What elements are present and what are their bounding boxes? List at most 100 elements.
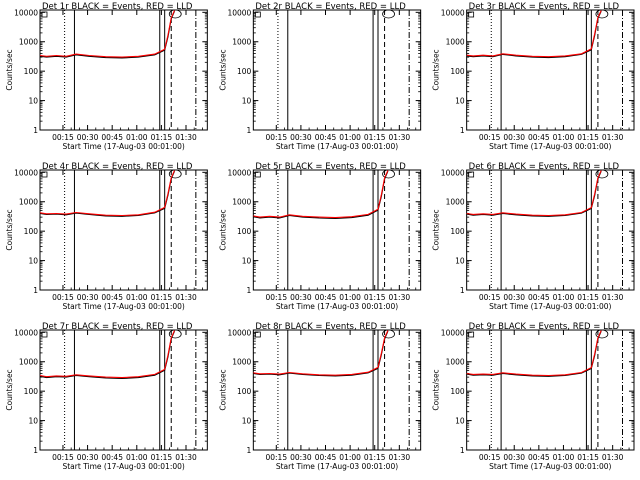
y-axis-label: Counts/sec [432,209,441,250]
x-tick-label: 01:15 [364,293,386,302]
x-tick-label: 01:15 [151,133,173,142]
flare-marker-icon [595,169,609,179]
y-tick-label: 10 [242,97,252,106]
x-tick-label: 00:15 [52,293,74,302]
y-tick-label: 100 [24,67,39,76]
y-tick-label: 100 [237,227,252,236]
chart-title: Det 1r BLACK = Events, RED = LLD [42,2,193,12]
y-tick-label: 1000 [232,198,251,207]
y-tick-label: 1000 [232,358,251,367]
chart-title: Det 2r BLACK = Events, RED = LLD [255,2,406,12]
plot-frame [252,169,422,291]
x-tick-label: 01:30 [389,133,411,142]
series-line-lld [39,10,176,58]
x-tick-label: 00:45 [315,133,337,142]
y-tick-label: 1000 [19,38,38,47]
chart-panel-6: Det 6r BLACK = Events, RED = LLD 1 10 100 10… [432,162,635,311]
series-line-lld [466,10,602,58]
y-tick-label: 10000 [227,168,251,177]
chart-panel-3: Det 3r BLACK = Events, RED = LLD 1 10 100 10… [432,2,635,151]
x-tick-label: 01:30 [602,453,624,462]
y-tick-label: 10 [455,257,465,266]
y-tick-label: 100 [237,67,252,76]
x-tick-label: 00:15 [265,133,287,142]
y-tick-label: 1 [247,446,252,455]
y-tick-label: 1 [247,126,252,135]
series-line-events [39,170,176,217]
x-axis-label: Start Time (17-Aug-03 00:01:00) [489,462,611,471]
y-tick-label: 1000 [232,38,251,47]
series-line-events [466,330,602,377]
flare-marker-icon [382,9,395,19]
x-tick-label: 01:00 [126,133,148,142]
y-tick-label: 10 [28,97,38,106]
y-tick-label: 100 [237,387,252,396]
x-axis-label: Start Time (17-Aug-03 00:01:00) [276,462,398,471]
series-line-lld [466,330,602,377]
y-tick-label: 10000 [441,168,465,177]
x-tick-label: 00:15 [479,453,501,462]
plot-frame [39,329,208,451]
y-axis-label: Counts/sec [5,369,14,410]
chart-title: Det 5r BLACK = Events, RED = LLD [255,162,406,172]
y-axis-label: Counts/sec [5,209,14,250]
x-tick-label: 00:30 [503,133,525,142]
x-axis-label: Start Time (17-Aug-03 00:01:00) [62,462,184,471]
x-tick-label: 00:15 [265,453,287,462]
y-tick-label: 10 [455,417,465,426]
start-marker-icon [468,171,475,178]
y-tick-label: 10000 [441,328,465,337]
x-tick-label: 01:00 [339,453,361,462]
chart-title: Det 4r BLACK = Events, RED = LLD [42,162,193,172]
series-line-lld [466,170,602,217]
x-tick-label: 00:15 [479,293,501,302]
y-tick-label: 1000 [19,198,38,207]
x-tick-label: 01:15 [151,453,173,462]
series-line-events [253,330,389,377]
y-tick-label: 100 [24,387,39,396]
y-tick-label: 1 [33,126,38,135]
x-tick-label: 01:30 [602,133,624,142]
x-tick-label: 00:30 [77,293,99,302]
x-tick-label: 00:45 [528,133,550,142]
x-tick-label: 00:45 [528,293,550,302]
x-tick-label: 00:45 [101,133,123,142]
series-line-lld [39,170,176,217]
series-line-events [253,170,389,220]
x-axis-label: Start Time (17-Aug-03 00:01:00) [276,142,398,151]
series-line-lld [253,170,389,219]
plot-frame [39,169,208,291]
x-tick-label: 01:30 [175,453,197,462]
y-tick-label: 1 [33,286,38,295]
x-tick-label: 01:00 [339,293,361,302]
x-tick-label: 01:15 [577,133,599,142]
chart-panel-5: Det 5r BLACK = Events, RED = LLD 1 10 100 10… [218,162,422,311]
flare-marker-icon [382,169,395,179]
y-tick-label: 10000 [227,328,251,337]
x-axis-label: Start Time (17-Aug-03 00:01:00) [62,142,184,151]
x-tick-label: 01:15 [577,453,599,462]
y-axis-label: Counts/sec [218,369,227,410]
y-axis-label: Counts/sec [218,209,227,250]
series-line-events [466,10,602,59]
y-tick-label: 1000 [446,198,465,207]
plot-frame [252,329,422,451]
series-line-lld [253,330,389,376]
x-tick-label: 00:45 [101,293,123,302]
start-marker-icon [254,331,261,338]
plot-frame [466,329,635,451]
start-marker-icon [468,331,475,338]
x-tick-label: 01:15 [364,453,386,462]
x-tick-label: 01:00 [126,293,148,302]
x-tick-label: 01:00 [126,453,148,462]
x-tick-label: 00:45 [528,453,550,462]
flare-marker-icon [168,9,182,19]
x-tick-label: 00:45 [315,453,337,462]
x-tick-label: 00:15 [479,133,501,142]
y-tick-label: 1 [460,446,465,455]
x-tick-label: 01:15 [577,293,599,302]
series-line-events [39,10,176,59]
chart-panel-1: Det 1r BLACK = Events, RED = LLD 1 10 100 10… [5,2,208,151]
x-tick-label: 01:15 [364,133,386,142]
x-tick-label: 00:15 [52,133,74,142]
